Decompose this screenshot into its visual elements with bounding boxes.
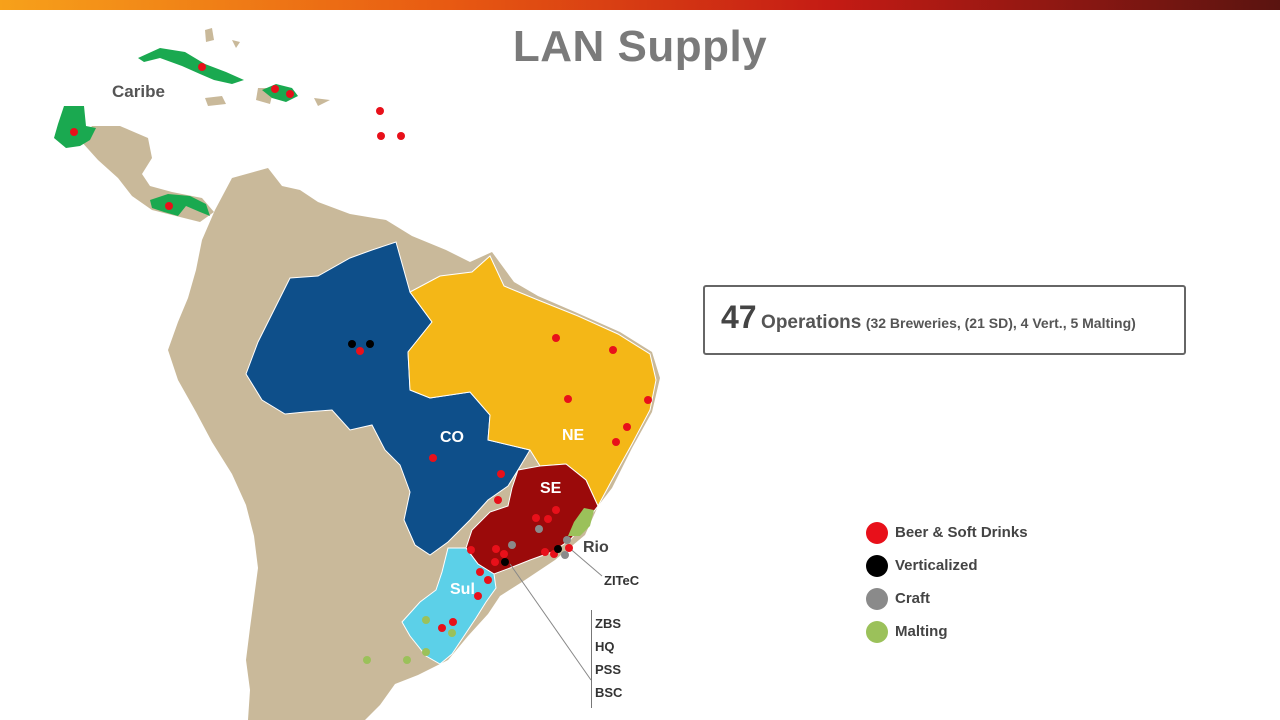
- operations-detail: (32 Breweries, (21 SD), 4 Vert., 5 Malti…: [865, 315, 1136, 331]
- site-item-bsc: BSC: [595, 685, 623, 700]
- legend-item-craft: Craft: [866, 582, 1028, 615]
- legend-swatch: [866, 587, 888, 610]
- ne-region: [407, 255, 657, 508]
- beer-soft-drink-marker: [397, 132, 405, 140]
- caribe-label: Caribe: [112, 82, 165, 101]
- verticalized-marker: [366, 340, 374, 348]
- beer-soft-drink-marker: [491, 558, 499, 566]
- beer-soft-drink-marker: [438, 624, 446, 632]
- beer-soft-drink-marker: [377, 132, 385, 140]
- caribe-region: [54, 48, 298, 216]
- ne-label: NE: [562, 427, 585, 444]
- craft-marker: [535, 525, 543, 533]
- verticalized-marker: [501, 558, 509, 566]
- beer-soft-drink-marker: [494, 496, 502, 504]
- operations-label: Operations: [761, 312, 862, 333]
- top-accent-bar: [0, 0, 1280, 10]
- rio-label: Rio: [583, 539, 609, 556]
- site-item-hq: HQ: [595, 639, 615, 654]
- craft-marker: [561, 551, 569, 559]
- malting-marker: [422, 648, 430, 656]
- legend-label: Malting: [895, 623, 948, 640]
- caribbean-islands-grey: [205, 28, 330, 106]
- co-label: CO: [440, 429, 464, 446]
- beer-soft-drink-marker: [644, 396, 652, 404]
- verticalized-marker: [554, 545, 562, 553]
- beer-soft-drink-marker: [612, 438, 620, 446]
- legend-swatch: [866, 554, 888, 577]
- craft-marker: [563, 536, 571, 544]
- beer-soft-drinks-markers: [70, 63, 652, 632]
- beer-soft-drink-marker: [356, 347, 364, 355]
- beer-soft-drink-marker: [565, 544, 573, 552]
- site-list: ZBS HQ PSS BSC: [591, 610, 622, 708]
- beer-soft-drink-marker: [544, 515, 552, 523]
- beer-soft-drink-marker: [376, 107, 384, 115]
- legend-item-beer-soft-drinks: Beer & Soft Drinks: [866, 516, 1028, 549]
- operations-summary-box: 47 Operations (32 Breweries, (21 SD), 4 …: [703, 285, 1186, 355]
- beer-soft-drink-marker: [198, 63, 206, 71]
- verticalized-marker: [348, 340, 356, 348]
- site-item-zbs: ZBS: [595, 616, 621, 631]
- legend-label: Beer & Soft Drinks: [895, 524, 1028, 541]
- legend-swatch: [866, 521, 888, 544]
- legend-swatch: [866, 620, 888, 643]
- zitec-label: ZITeC: [604, 573, 640, 588]
- se-label: SE: [540, 480, 562, 497]
- beer-soft-drink-marker: [564, 395, 572, 403]
- verticalized-markers: [348, 340, 562, 566]
- operations-count: 47: [721, 299, 757, 335]
- beer-soft-drink-marker: [271, 85, 279, 93]
- rio-region: [568, 508, 594, 536]
- malting-markers: [363, 616, 456, 664]
- beer-soft-drink-marker: [609, 346, 617, 354]
- map-legend: Beer & Soft Drinks Verticalized Craft Ma…: [866, 516, 1028, 648]
- craft-marker: [508, 541, 516, 549]
- legend-label: Verticalized: [895, 557, 978, 574]
- beer-soft-drink-marker: [552, 334, 560, 342]
- beer-soft-drink-marker: [541, 548, 549, 556]
- malting-marker: [448, 629, 456, 637]
- sul-region: [401, 547, 497, 665]
- legend-item-malting: Malting: [866, 615, 1028, 648]
- sul-label: Sul: [450, 581, 475, 598]
- beer-soft-drink-marker: [70, 128, 78, 136]
- beer-soft-drink-marker: [497, 470, 505, 478]
- beer-soft-drink-marker: [500, 550, 508, 558]
- craft-markers: [508, 525, 571, 559]
- legend-item-verticalized: Verticalized: [866, 549, 1028, 582]
- beer-soft-drink-marker: [474, 592, 482, 600]
- beer-soft-drink-marker: [552, 506, 560, 514]
- malting-marker: [403, 656, 411, 664]
- page-title: LAN Supply: [512, 22, 768, 71]
- malting-marker: [363, 656, 371, 664]
- beer-soft-drink-marker: [484, 576, 492, 584]
- beer-soft-drink-marker: [532, 514, 540, 522]
- beer-soft-drink-marker: [286, 90, 294, 98]
- legend-label: Craft: [895, 590, 931, 607]
- beer-soft-drink-marker: [429, 454, 437, 462]
- site-item-pss: PSS: [595, 662, 622, 677]
- beer-soft-drink-marker: [467, 546, 475, 554]
- malting-marker: [422, 616, 430, 624]
- beer-soft-drink-marker: [492, 545, 500, 553]
- beer-soft-drink-marker: [449, 618, 457, 626]
- beer-soft-drink-marker: [623, 423, 631, 431]
- beer-soft-drink-marker: [476, 568, 484, 576]
- beer-soft-drink-marker: [165, 202, 173, 210]
